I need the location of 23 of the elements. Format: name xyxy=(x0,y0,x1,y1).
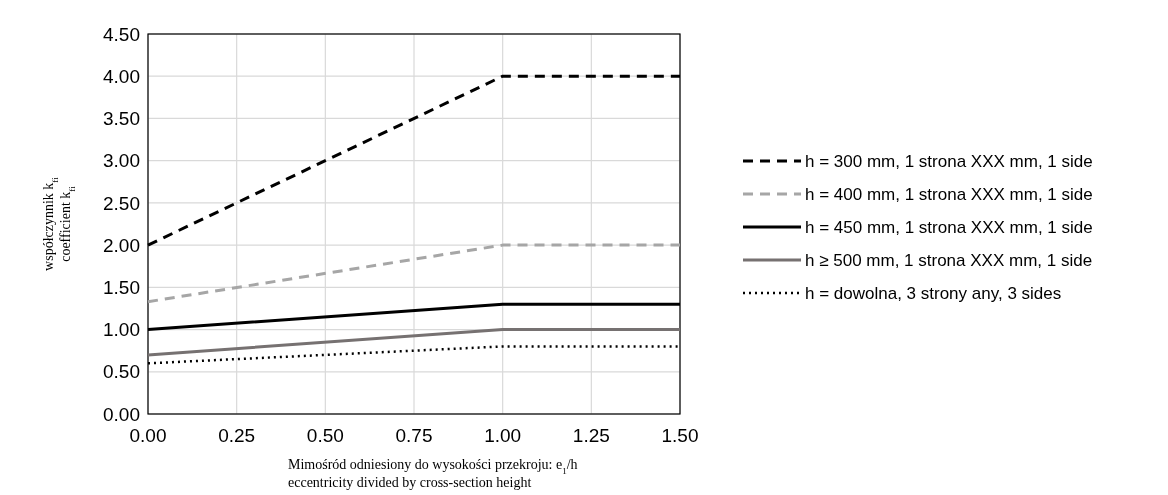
y-tick-label: 0.00 xyxy=(103,403,140,425)
x-tick-label: 1.50 xyxy=(661,425,699,446)
y-tick-label: 3.50 xyxy=(103,108,140,130)
legend-label: h = 450 mm, 1 strona XXX mm, 1 side xyxy=(805,217,1093,237)
legend-label: h = dowolna, 3 strony any, 3 sides xyxy=(805,283,1062,303)
legend-label: h = 400 mm, 1 strona XXX mm, 1 side xyxy=(805,184,1093,204)
x-tick-label: 0.50 xyxy=(306,425,344,446)
legend-label: h = 300 mm, 1 strona XXX mm, 1 side xyxy=(805,151,1093,171)
y-tick-label: 3.00 xyxy=(103,150,140,172)
x-tick-label: 1.25 xyxy=(572,425,610,446)
y-tick-label: 4.50 xyxy=(103,23,140,45)
y-tick-label: 4.00 xyxy=(103,65,140,87)
y-tick-label: 2.50 xyxy=(103,192,140,214)
x-tick-label: 1.00 xyxy=(484,425,522,446)
y-tick-label: 2.00 xyxy=(103,234,140,256)
x-tick-label: 0.25 xyxy=(218,425,256,446)
legend-label: h ≥ 500 mm, 1 strona XXX mm, 1 side xyxy=(805,250,1093,270)
y-tick-label: 1.00 xyxy=(103,319,140,341)
text: Mimośród odniesiony do wysokości przekroju: e$_{1}$/h eccentricity divided by cross-section height xyxy=(288,457,578,490)
x-tick-label: 0.00 xyxy=(129,425,167,446)
x-tick-label: 0.75 xyxy=(395,425,433,446)
y-tick-label: 1.50 xyxy=(103,276,140,298)
y-tick-label: 0.50 xyxy=(103,361,140,383)
